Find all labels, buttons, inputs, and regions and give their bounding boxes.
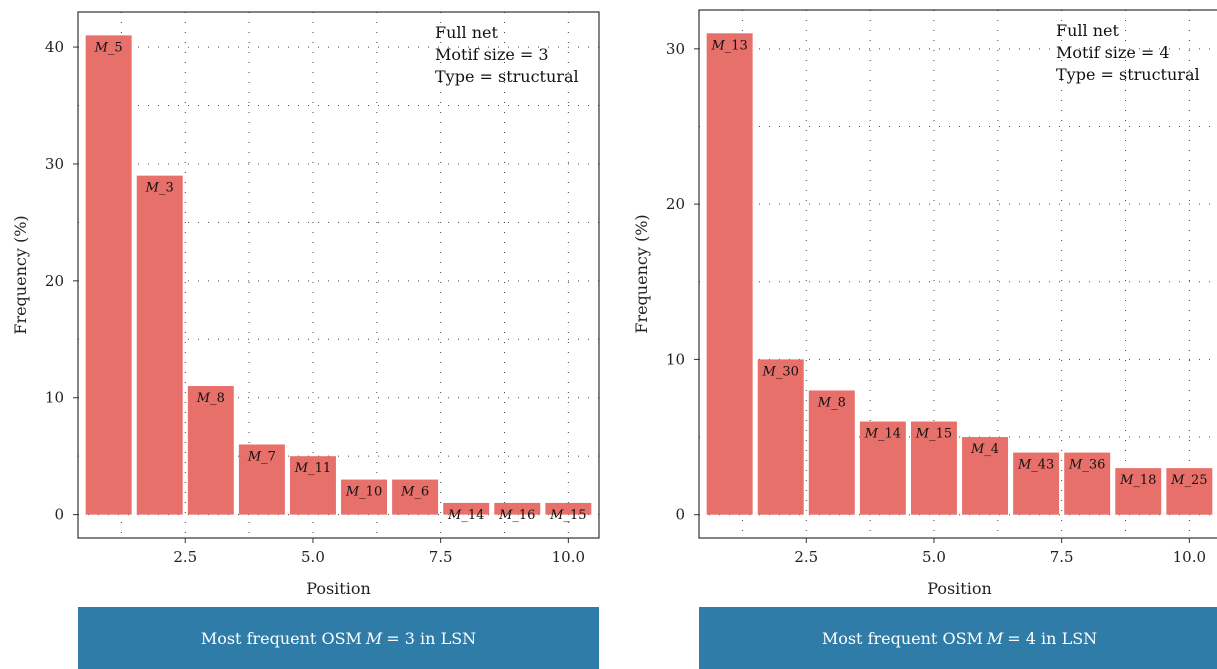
bar-label-m-30: M_30 [762,364,799,379]
annotation-line: Type = structural [1056,65,1200,84]
caption-right-prefix: Most frequent OSM [821,628,983,648]
bar-m-25 [1166,468,1213,515]
y-axis: 0 10 20 30 40 [45,38,78,524]
bars: M_5 M_3 M_8 M_7 M_11 M_10 M_6 M_14 M_16 M_15 [85,35,592,523]
x-tick-label: 7.5 [429,548,453,566]
bar-m-30 [757,359,804,515]
bar-m-15 [910,421,957,515]
bar-m-7 [238,444,285,515]
y-tick-label: 30 [666,40,685,58]
y-axis: 0 10 20 30 [666,40,699,524]
caption-right-suffix: = 4 in LSN [1007,628,1098,648]
x-axis: 2.5 5.0 7.5 10.0 [173,538,585,566]
bar-m-6 [392,479,439,515]
bar-label-m-16: M_16 [498,508,535,523]
caption-right: Most frequent OSM M = 4 in LSN [699,607,1217,669]
bar-label-m-15: M_15 [915,427,952,442]
x-tick-label: 10.0 [1173,548,1206,566]
bar-m-43 [1013,452,1060,515]
bar-label-m-11: M_11 [294,461,331,476]
chart-right: M_13 M_30 M_8 M_14 M_15 M_4 M_43 M_36 M_18 M_25 0 1… [632,9,1217,598]
bar-m-15 [545,502,592,515]
y-tick-label: 10 [45,389,64,407]
caption-left: Most frequent OSM M = 3 in LSN [78,607,599,669]
bar-label-m-43: M_43 [1017,458,1054,473]
bar-label-m-8: M_8 [817,395,846,410]
bar-m-3 [136,175,183,515]
x-axis-label: Position [306,579,371,598]
y-axis-label: Frequency (%) [632,214,651,333]
caption-left-suffix: = 3 in LSN [386,628,477,648]
bar-m-14 [859,421,906,515]
bar-m-11 [289,456,336,515]
x-tick-label: 5.0 [301,548,325,566]
caption-left-prefix: Most frequent OSM [200,628,362,648]
annotation: Full net Motif size = 3 Type = structural [435,23,579,86]
bar-label-m-18: M_18 [1119,473,1156,488]
x-tick-label: 2.5 [794,548,818,566]
x-tick-label: 10.0 [552,548,585,566]
bar-m-8 [808,390,855,515]
bar-m-4 [962,437,1009,515]
bars: M_13 M_30 M_8 M_14 M_15 M_4 M_43 M_36 M_18 M_25 [706,33,1213,515]
y-tick-label: 10 [666,350,685,368]
bar-label-m-6: M_6 [400,485,429,500]
bar-label-m-5: M_5 [94,40,123,55]
y-tick-label: 0 [54,506,64,524]
bar-m-10 [341,479,388,515]
bar-label-m-7: M_7 [247,449,276,464]
annotation-line: Full net [1056,21,1120,40]
chart-left: M_5 M_3 M_8 M_7 M_11 M_10 M_6 M_14 M_16 M_15 0 10 20… [11,11,600,598]
y-tick-label: 0 [675,506,685,524]
bar-m-36 [1064,452,1111,515]
caption-right-var: M [986,628,1004,648]
bar-label-m-25: M_25 [1170,473,1207,488]
x-axis: 2.5 5.0 7.5 10.0 [794,538,1206,566]
bar-label-m-4: M_4 [970,442,999,457]
plot-frame [698,9,1217,539]
y-tick-label: 40 [45,38,64,56]
caption-left-var: M [365,628,383,648]
y-tick-label: 20 [45,272,64,290]
annotation-line: Full net [435,23,499,42]
y-tick-label: 30 [45,155,64,173]
annotation-line: Motif size = 3 [435,45,549,64]
bar-m-14 [443,502,490,515]
bar-label-m-15: M_15 [549,508,586,523]
annotation: Full net Motif size = 4 Type = structural [1056,21,1200,84]
bar-label-m-36: M_36 [1068,458,1105,473]
x-tick-label: 7.5 [1050,548,1074,566]
bar-m-5 [85,35,132,515]
bar-m-18 [1115,468,1162,515]
grid [78,12,599,538]
plot-frame [77,11,600,539]
bar-m-8 [187,386,234,515]
bar-m-16 [494,502,541,515]
x-tick-label: 2.5 [173,548,197,566]
bar-label-m-14: M_14 [864,427,901,442]
bar-label-m-14: M_14 [447,508,484,523]
bar-m-13 [706,33,753,515]
bar-label-m-8: M_8 [196,391,225,406]
bar-label-m-10: M_10 [345,485,382,500]
y-axis-label: Frequency (%) [11,215,30,334]
y-tick-label: 20 [666,195,685,213]
x-axis-label: Position [927,579,992,598]
bar-label-m-13: M_13 [710,38,747,53]
annotation-line: Motif size = 4 [1056,43,1170,62]
bar-label-m-3: M_3 [145,181,174,196]
annotation-line: Type = structural [435,67,579,86]
x-tick-label: 5.0 [922,548,946,566]
